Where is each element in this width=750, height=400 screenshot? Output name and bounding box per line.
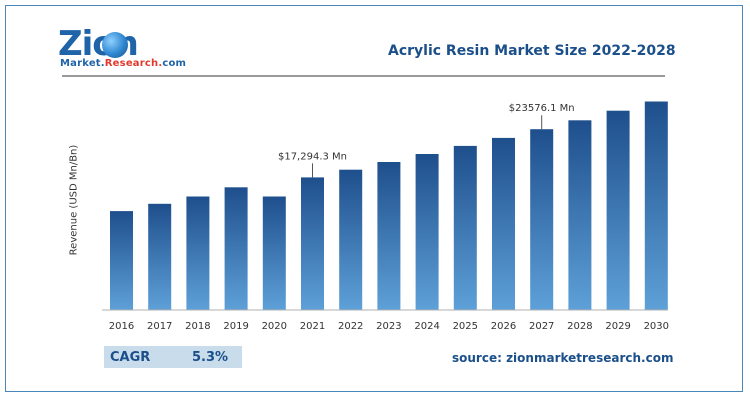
bar-2029 xyxy=(606,110,630,310)
chart-title: Acrylic Resin Market Size 2022-2028 xyxy=(388,43,676,59)
cagr-label: CAGR xyxy=(110,349,151,365)
source-text: source: zionmarketresearch.com xyxy=(452,351,674,365)
x-tick-label: 2021 xyxy=(300,321,325,332)
cagr-value: 5.3% xyxy=(192,349,229,365)
x-tick-label: 2029 xyxy=(605,321,630,332)
x-tick-label: 2028 xyxy=(567,321,592,332)
logo-subtitle: Market.Research.com xyxy=(60,58,187,69)
x-tick-label: 2026 xyxy=(491,321,516,332)
x-tick-label: 2017 xyxy=(147,321,172,332)
bar-2018 xyxy=(186,196,210,310)
zion-logo: Zion Market.Research.com xyxy=(58,24,186,72)
x-tick-label: 2024 xyxy=(414,321,439,332)
x-tick-label: 2027 xyxy=(529,321,554,332)
bar-2028 xyxy=(568,120,592,311)
cagr-box: CAGR 5.3% xyxy=(104,346,242,368)
x-tick-label: 2018 xyxy=(185,321,210,332)
globe-icon xyxy=(102,32,128,58)
data-label: $23576.1 Mn xyxy=(509,103,575,114)
x-tick-label: 2019 xyxy=(223,321,248,332)
x-tick-label: 2030 xyxy=(644,321,669,332)
bar-2026 xyxy=(492,137,515,310)
bar-2023 xyxy=(377,162,401,310)
bar-2019 xyxy=(224,187,248,310)
bar-2024 xyxy=(415,154,439,310)
x-tick-label: 2025 xyxy=(453,321,478,332)
bar-2021 xyxy=(301,177,324,310)
bar-2030 xyxy=(644,101,668,310)
x-tick-label: 2022 xyxy=(338,321,363,332)
bar-2016 xyxy=(110,211,133,310)
bar-2020 xyxy=(262,196,286,310)
bar-2017 xyxy=(148,203,172,310)
data-label: $17,294.3 Mn xyxy=(278,151,347,162)
x-tick-label: 2016 xyxy=(109,321,134,332)
x-tick-label: 2020 xyxy=(262,321,287,332)
x-tick-label: 2023 xyxy=(376,321,401,332)
bar-2025 xyxy=(453,145,477,310)
bar-2022 xyxy=(339,169,363,310)
bar-2027 xyxy=(530,129,554,310)
title-divider xyxy=(62,75,665,77)
